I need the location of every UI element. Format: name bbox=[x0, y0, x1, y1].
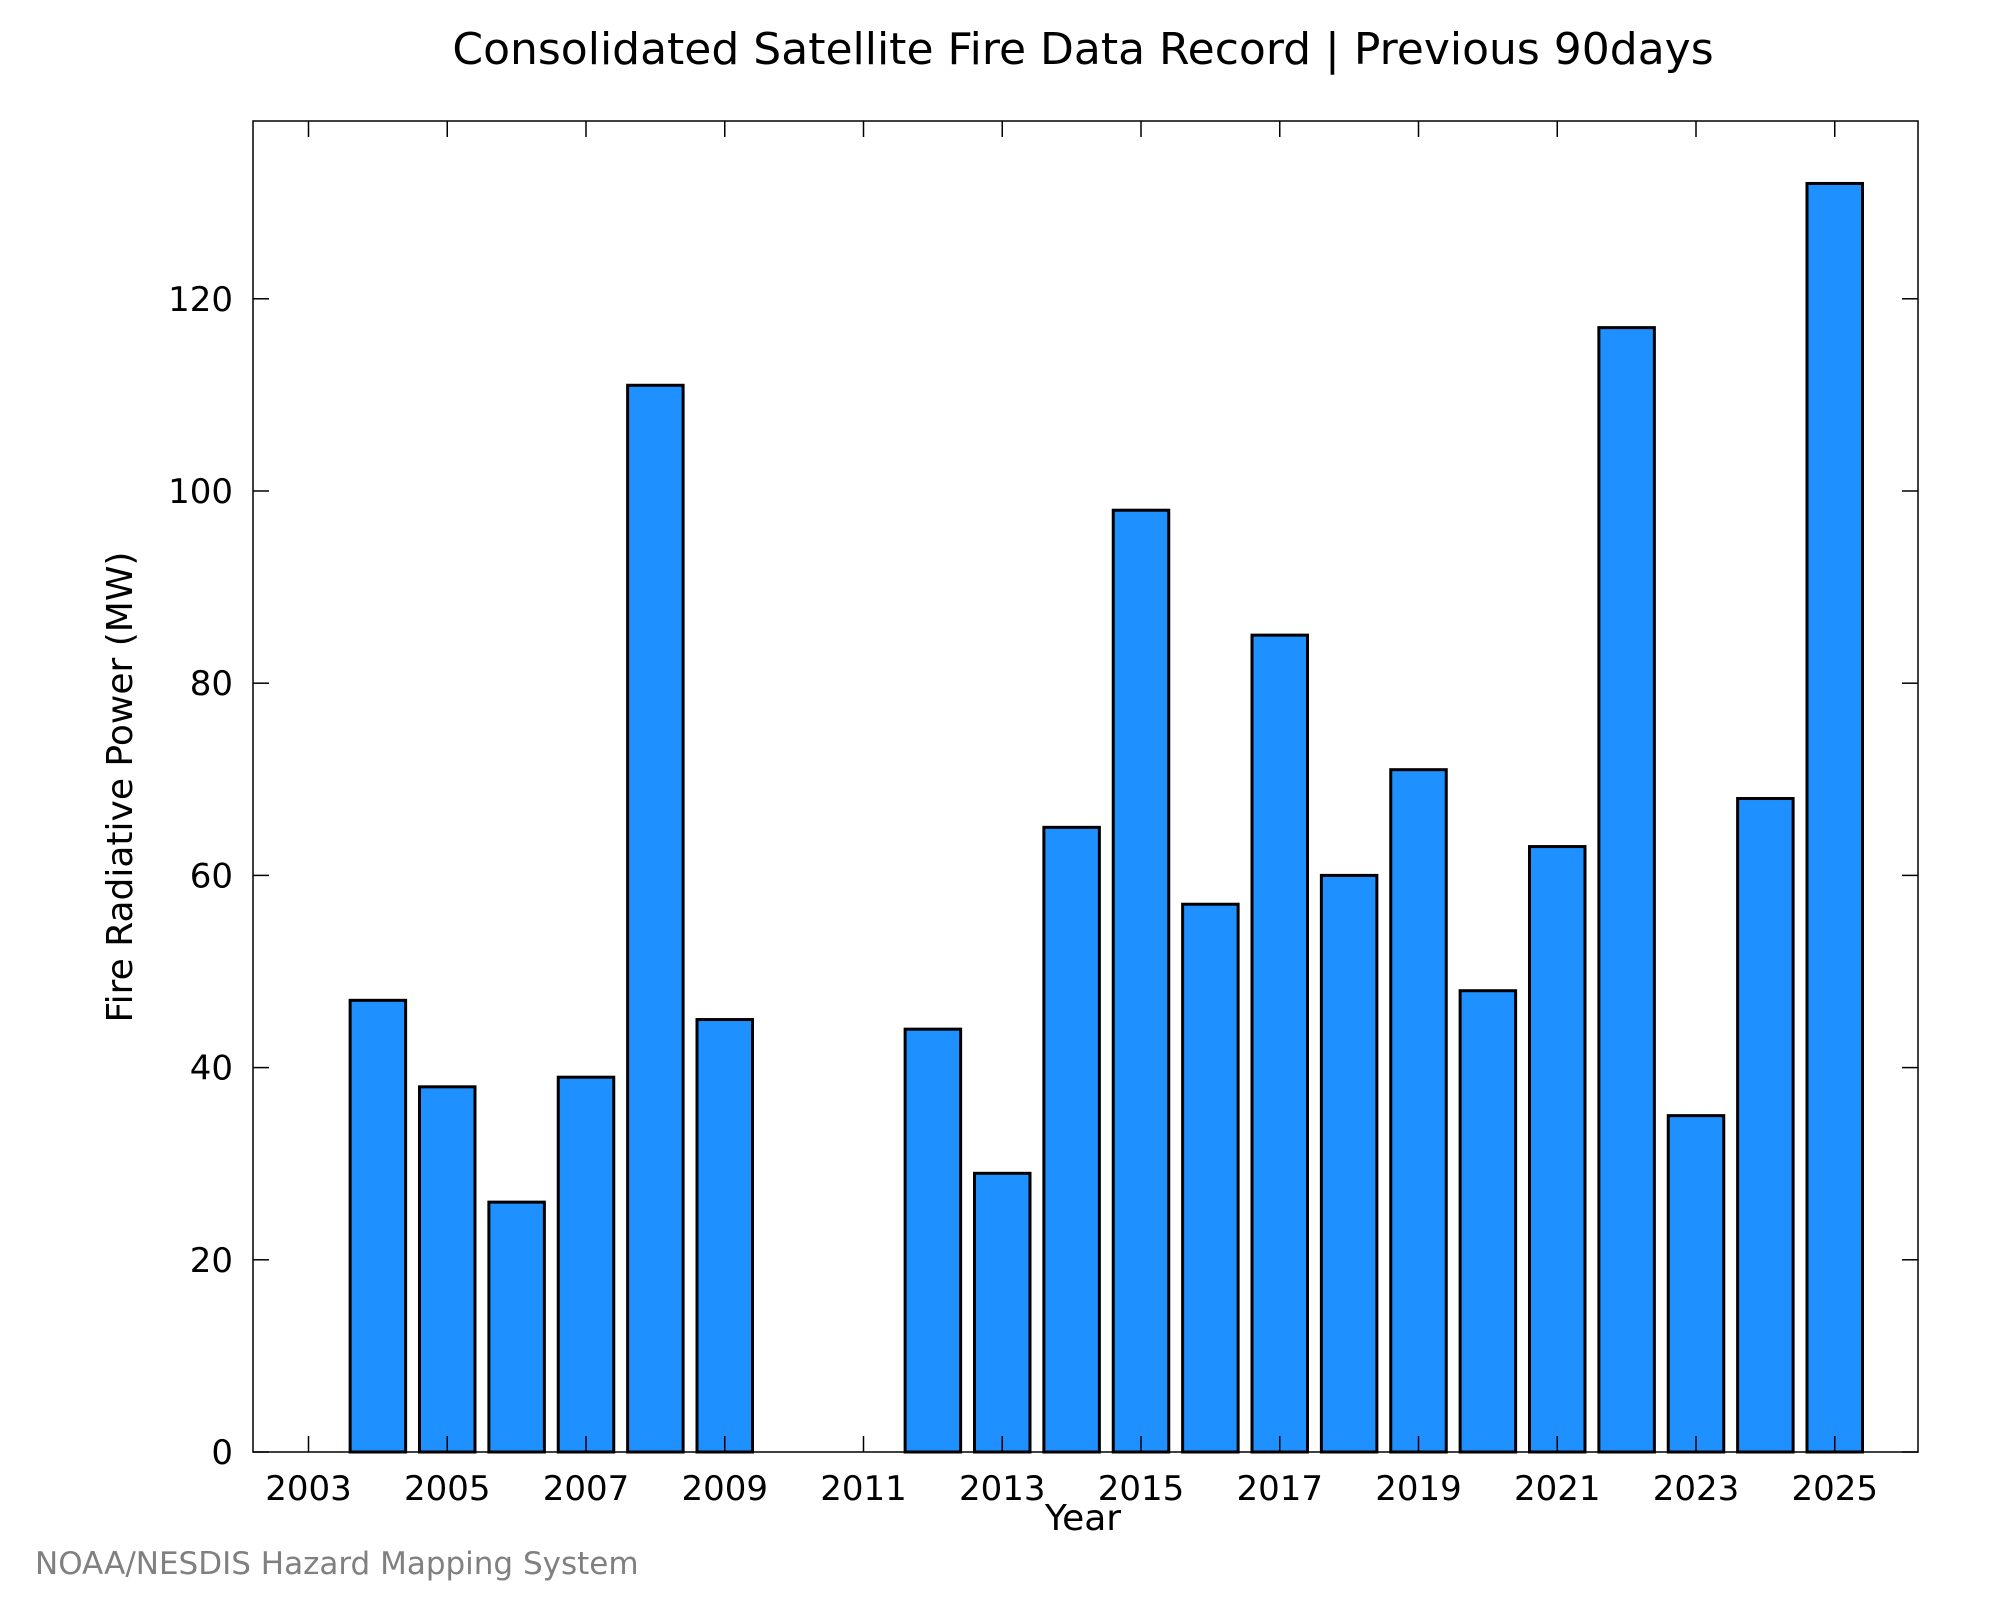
bar-2017 bbox=[1250, 633, 1309, 1454]
chart-title: Consolidated Satellite Fire Data Record … bbox=[452, 24, 1713, 75]
bar-2022 bbox=[1597, 326, 1656, 1454]
x-tick-label-2011: 2011 bbox=[820, 1469, 907, 1509]
x-axis-label: Year bbox=[1044, 1498, 1121, 1539]
y-tick-label-120: 120 bbox=[168, 280, 233, 320]
bar-2014 bbox=[1042, 825, 1101, 1454]
x-tick-label-2021: 2021 bbox=[1514, 1469, 1601, 1509]
x-tick-label-2019: 2019 bbox=[1375, 1469, 1462, 1509]
bar-2004 bbox=[348, 998, 408, 1454]
bar-2012 bbox=[903, 1027, 963, 1454]
bar-2013 bbox=[973, 1171, 1032, 1454]
bar-2015 bbox=[1111, 508, 1171, 1454]
x-tick-label-2009: 2009 bbox=[681, 1469, 768, 1509]
y-tick-label-20: 20 bbox=[190, 1241, 233, 1281]
x-tick-label-2025: 2025 bbox=[1791, 1469, 1878, 1509]
y-tick-label-80: 80 bbox=[190, 664, 233, 704]
x-tick-label-2005: 2005 bbox=[404, 1469, 491, 1509]
x-tick-label-2013: 2013 bbox=[959, 1469, 1046, 1509]
x-tick-label-2017: 2017 bbox=[1236, 1469, 1323, 1509]
bar-2021 bbox=[1528, 845, 1587, 1454]
bar-2018 bbox=[1319, 873, 1379, 1454]
y-tick-label-40: 40 bbox=[190, 1049, 233, 1089]
bar-2024 bbox=[1736, 797, 1795, 1454]
x-tick-label-2007: 2007 bbox=[543, 1469, 630, 1509]
plot-area: 0 20 40 60 80 100 120 2003 2005 2007 2009 2011 2013 2… bbox=[168, 120, 1919, 1509]
bar-2016 bbox=[1181, 902, 1240, 1454]
x-tick-label-2023: 2023 bbox=[1653, 1469, 1740, 1509]
bar-2020 bbox=[1458, 989, 1518, 1454]
bar-2008 bbox=[626, 383, 685, 1454]
bar-2019 bbox=[1389, 768, 1448, 1454]
source-credit: NOAA/NESDIS Hazard Mapping System bbox=[35, 1546, 639, 1582]
y-tick-label-60: 60 bbox=[190, 856, 233, 896]
y-tick-label-100: 100 bbox=[168, 472, 233, 512]
y-tick-label-0: 0 bbox=[211, 1433, 233, 1473]
bar-2007 bbox=[556, 1075, 616, 1454]
bar-2005 bbox=[418, 1085, 477, 1454]
x-tick-label-2015: 2015 bbox=[1098, 1469, 1185, 1509]
y-axis-label: Fire Radiative Power (MW) bbox=[100, 552, 141, 1023]
bar-2025 bbox=[1805, 181, 1864, 1454]
bar-2009 bbox=[695, 1018, 754, 1454]
x-tick-label-2003: 2003 bbox=[265, 1469, 352, 1509]
bar-2006 bbox=[487, 1200, 546, 1454]
bar-2023 bbox=[1666, 1114, 1726, 1454]
